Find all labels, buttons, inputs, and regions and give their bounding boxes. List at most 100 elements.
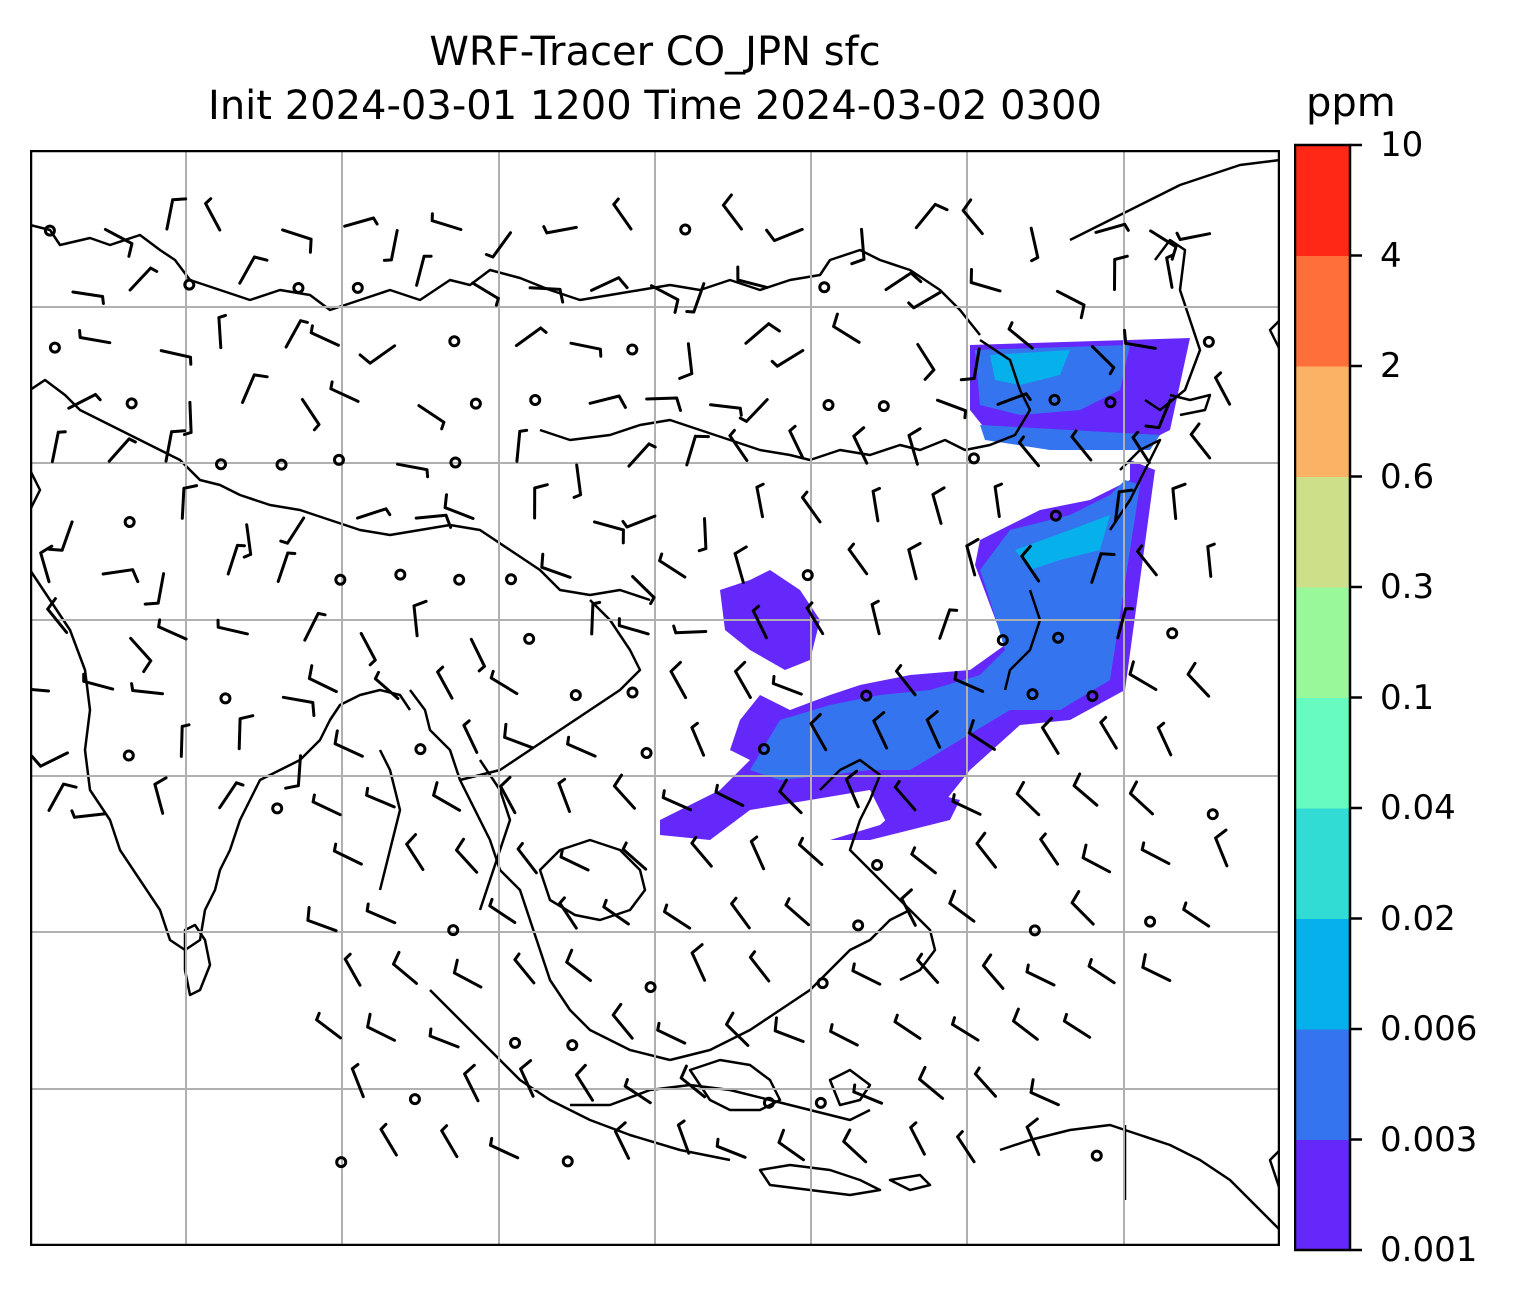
wind-barb bbox=[241, 373, 269, 404]
wind-barb bbox=[749, 835, 766, 871]
wind-barb bbox=[430, 212, 463, 231]
colorbar-tick-label: 0.6 bbox=[1380, 456, 1435, 497]
calm-wind-marker bbox=[860, 689, 873, 702]
wind-barb bbox=[455, 837, 479, 874]
wind-barb bbox=[611, 1002, 634, 1040]
wind-barb bbox=[851, 962, 882, 986]
wind-barb bbox=[303, 611, 327, 642]
wind-barb bbox=[593, 520, 625, 545]
wind-barb bbox=[392, 950, 418, 985]
tracer-map bbox=[30, 150, 1280, 1246]
wind-barb bbox=[690, 721, 706, 757]
wind-barb bbox=[751, 604, 768, 640]
wind-barb bbox=[432, 781, 462, 812]
wind-barb bbox=[590, 600, 602, 636]
wind-barb bbox=[469, 637, 486, 673]
wind-barb bbox=[1007, 321, 1034, 350]
wind-barb bbox=[809, 713, 828, 752]
wind-barb bbox=[738, 398, 769, 423]
wind-barb bbox=[440, 1124, 459, 1159]
wind-barb bbox=[1020, 544, 1041, 583]
wind-barb bbox=[436, 665, 454, 700]
wind-barb bbox=[1081, 843, 1112, 874]
wind-barb bbox=[714, 783, 745, 807]
wind-barb bbox=[948, 889, 976, 923]
calm-wind-marker bbox=[1144, 915, 1157, 928]
wind-barb bbox=[728, 428, 749, 462]
wind-barb bbox=[452, 958, 483, 989]
wind-barb bbox=[969, 268, 1002, 293]
wind-barb bbox=[967, 719, 996, 751]
wind-barb bbox=[627, 442, 657, 468]
calm-wind-marker bbox=[640, 746, 653, 759]
wind-barb bbox=[744, 322, 781, 345]
wind-barb bbox=[850, 227, 866, 266]
calm-wind-marker bbox=[1090, 1149, 1103, 1162]
calm-wind-marker bbox=[762, 1096, 775, 1109]
wind-barb bbox=[565, 948, 592, 982]
wind-barb bbox=[557, 777, 571, 813]
calm-wind-marker bbox=[1202, 335, 1215, 348]
wind-barb bbox=[893, 1013, 922, 1040]
wind-barb bbox=[931, 486, 946, 525]
wind-barb bbox=[1128, 660, 1158, 691]
wind-barb bbox=[47, 782, 78, 812]
calm-wind-marker bbox=[292, 281, 305, 294]
wind-barb bbox=[462, 719, 479, 754]
wind-barb bbox=[852, 426, 869, 465]
wind-barb bbox=[1136, 544, 1158, 577]
wind-barb bbox=[1140, 841, 1171, 866]
wind-barb bbox=[514, 326, 548, 348]
wind-barb bbox=[973, 1066, 997, 1098]
calm-wind-marker bbox=[122, 749, 135, 762]
wind-barb bbox=[78, 329, 112, 345]
calm-wind-marker bbox=[48, 341, 61, 354]
wind-barb bbox=[284, 319, 309, 349]
wind-barb bbox=[900, 888, 917, 927]
colorbar-tick-label: 0.001 bbox=[1380, 1230, 1478, 1270]
wind-barb bbox=[871, 486, 881, 523]
wind-barb bbox=[909, 1121, 926, 1156]
wind-barb bbox=[736, 265, 769, 289]
wind-barb bbox=[1072, 772, 1099, 807]
wind-barb bbox=[559, 848, 590, 872]
wind-barb bbox=[770, 349, 805, 368]
tracer-plume bbox=[660, 338, 1190, 840]
wind-barb bbox=[405, 833, 425, 871]
wind-barb bbox=[311, 793, 342, 817]
wind-barb bbox=[672, 624, 708, 635]
calm-wind-marker bbox=[219, 692, 232, 705]
calm-wind-marker bbox=[757, 743, 770, 756]
wind-barb bbox=[959, 347, 981, 382]
wind-barb bbox=[771, 675, 803, 696]
map-title: WRF-Tracer CO_JPN sfc bbox=[429, 29, 881, 75]
wind-barb bbox=[1123, 328, 1157, 350]
colorbar-segment bbox=[1295, 697, 1350, 809]
calm-wind-marker bbox=[852, 919, 865, 932]
wind-barb bbox=[602, 898, 630, 926]
wind-barb bbox=[623, 1078, 652, 1105]
wind-barb bbox=[107, 437, 137, 463]
colorbar-tick-label: 4 bbox=[1380, 235, 1402, 276]
wind-barb bbox=[519, 1059, 535, 1098]
wind-barb bbox=[503, 722, 535, 750]
wind-barb bbox=[130, 682, 164, 696]
wind-barb bbox=[907, 541, 922, 581]
wind-barb bbox=[951, 1016, 980, 1042]
wind-barb bbox=[350, 1063, 365, 1099]
calm-wind-marker bbox=[332, 453, 345, 466]
wind-barb bbox=[569, 341, 603, 358]
wind-barb bbox=[143, 572, 166, 606]
wind-barb bbox=[656, 1021, 687, 1045]
wind-barb bbox=[842, 1128, 868, 1164]
calm-wind-marker bbox=[123, 516, 136, 529]
wind-barb bbox=[690, 835, 713, 868]
wind-barb bbox=[103, 227, 134, 258]
wind-barb bbox=[938, 608, 959, 640]
wind-barb bbox=[872, 711, 889, 750]
wind-barb bbox=[801, 490, 822, 524]
wind-barb bbox=[358, 344, 397, 365]
wind-barb bbox=[179, 723, 191, 758]
calm-wind-marker bbox=[449, 456, 462, 469]
wind-barb bbox=[238, 255, 269, 285]
